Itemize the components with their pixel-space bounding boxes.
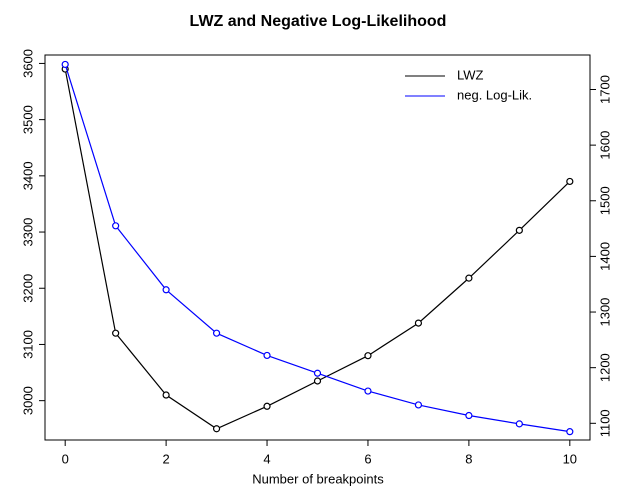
x-tick-label: 0 — [62, 451, 69, 466]
x-axis-label: Number of breakpoints — [252, 471, 384, 486]
y-tick-label: 3500 — [20, 105, 35, 134]
data-point — [414, 319, 423, 327]
y-tick-label: 3100 — [20, 330, 35, 359]
data-point — [465, 411, 473, 420]
x-tick-label: 10 — [563, 451, 577, 466]
x-tick-label: 6 — [364, 451, 371, 466]
data-point — [162, 286, 170, 294]
y-tick-label: 3300 — [20, 218, 35, 247]
data-point — [515, 226, 523, 234]
data-point — [515, 420, 523, 428]
data-point — [566, 177, 574, 186]
legend-label: neg. Log-Lik. — [457, 87, 532, 102]
y2-tick-label: 1700 — [597, 75, 612, 104]
data-point — [364, 352, 372, 360]
y-tick-label: 3600 — [20, 49, 35, 78]
data-point — [212, 425, 221, 433]
y-tick-label: 3000 — [20, 386, 35, 415]
data-point — [364, 387, 372, 395]
data-point — [465, 274, 473, 282]
data-point — [263, 351, 271, 360]
y2-tick-label: 1600 — [597, 131, 612, 160]
data-point — [61, 60, 69, 69]
y2-tick-label: 1200 — [597, 353, 612, 382]
y2-tick-label: 1100 — [597, 409, 612, 437]
data-point — [566, 428, 574, 436]
y2-tick-label: 1300 — [597, 298, 612, 327]
plot-frame — [44, 54, 591, 441]
x-tick-label: 2 — [162, 451, 169, 466]
data-point — [263, 402, 271, 410]
data-point — [313, 369, 322, 377]
data-point — [162, 391, 170, 399]
legend-label: LWZ — [457, 67, 484, 82]
data-point — [414, 401, 423, 409]
chart-title: LWZ and Negative Log-Likelihood — [190, 13, 447, 30]
data-point — [112, 222, 120, 230]
x-tick-label: 8 — [465, 451, 472, 466]
y2-tick-label: 1400 — [597, 242, 612, 271]
data-point — [313, 377, 322, 385]
y-tick-label: 3200 — [20, 274, 35, 303]
data-point — [112, 329, 120, 337]
y2-tick-label: 1500 — [597, 186, 612, 215]
y-tick-label: 3400 — [20, 161, 35, 190]
data-point — [212, 329, 221, 337]
x-tick-label: 4 — [263, 451, 270, 466]
